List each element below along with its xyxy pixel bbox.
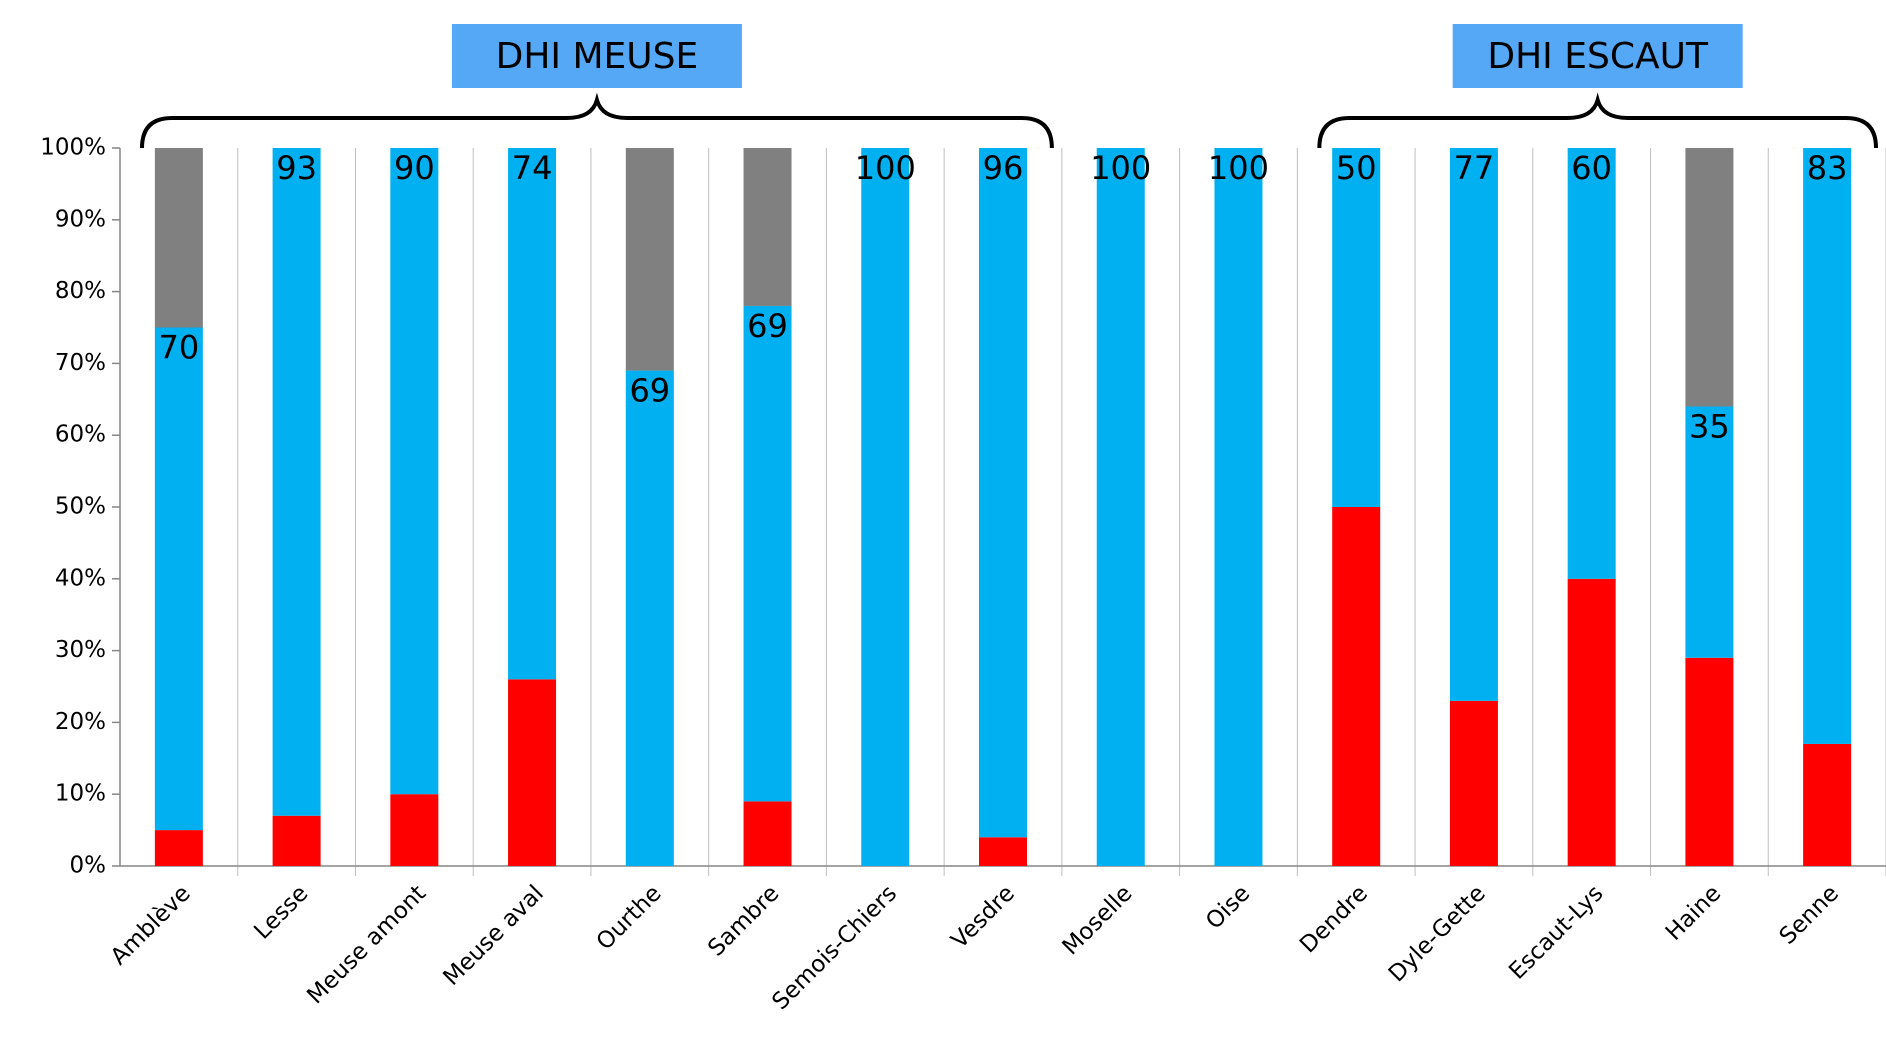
y-tick-label: 20%: [55, 709, 106, 735]
bar-segment: [861, 148, 910, 866]
bar-segment: [272, 815, 321, 866]
bar-segment: [1685, 148, 1734, 407]
bar-segment: [743, 148, 792, 306]
x-tick-label: Lesse: [249, 880, 313, 944]
x-tick-label: Meuse amont: [302, 880, 431, 1009]
y-tick-label: 0%: [70, 853, 107, 879]
x-tick-label: Haine: [1661, 880, 1726, 945]
x-tick-label: Dyle-Gette: [1384, 880, 1491, 987]
x-tick-label: Vesdre: [946, 880, 1019, 953]
bar-segment: [390, 148, 439, 795]
y-tick-label: 90%: [55, 206, 106, 232]
bar-segment: [1096, 148, 1145, 866]
bar-segment: [1449, 700, 1498, 866]
annotation-box: [451, 24, 742, 88]
x-tick-label: Sambre: [703, 880, 784, 961]
data-label: 70: [159, 329, 200, 367]
bar-segment: [979, 148, 1027, 838]
y-tick-label: 80%: [55, 278, 106, 304]
x-tick-label: Meuse aval: [438, 880, 548, 990]
x-tick-label: Escaut-Lys: [1504, 880, 1608, 984]
annotation-brace: [140, 92, 1054, 149]
annotation-label: DHI ESCAUT: [1487, 36, 1709, 77]
data-label: 100: [1090, 149, 1151, 187]
bar-segment: [743, 305, 792, 802]
y-tick-label: 50%: [55, 494, 106, 520]
bar-segment: [1803, 743, 1852, 866]
bar-segment: [154, 148, 203, 328]
x-tick-label: Amblève: [106, 880, 196, 970]
bar-segment: [154, 830, 203, 866]
data-label: 60: [1571, 149, 1612, 187]
data-label: 69: [747, 307, 788, 345]
bar-segment: [1803, 148, 1852, 744]
bar-segment: [1685, 657, 1734, 866]
x-tick-label: Semois-Chiers: [767, 880, 902, 1015]
data-label: 96: [983, 149, 1024, 187]
bar-segment: [1214, 148, 1263, 866]
annotation-brace: [1317, 92, 1878, 149]
y-tick-label: 40%: [55, 565, 106, 591]
x-tick-label: Ourthe: [592, 880, 667, 955]
x-tick-label: Oise: [1201, 880, 1255, 934]
y-tick-label: 100%: [40, 135, 106, 161]
bar-segment: [508, 679, 557, 866]
data-label: 93: [276, 149, 317, 187]
data-label: 100: [1208, 149, 1269, 187]
bar-segment: [272, 148, 321, 816]
bar-segment: [390, 794, 439, 866]
y-tick-label: 30%: [55, 637, 106, 663]
data-label: 90: [394, 149, 435, 187]
bar-segment: [1449, 148, 1498, 701]
data-label: 77: [1454, 149, 1495, 187]
bar-segment: [1567, 148, 1616, 579]
bar-segment: [154, 327, 203, 831]
data-label: 74: [512, 149, 553, 187]
data-label: 69: [629, 372, 670, 410]
x-tick-label: Dendre: [1295, 880, 1373, 958]
data-label: 100: [855, 149, 916, 187]
bar-segment: [1567, 578, 1616, 866]
bar-segment: [979, 837, 1027, 866]
bar-segment: [508, 148, 557, 680]
annotation-box: [1452, 24, 1743, 88]
y-tick-label: 70%: [55, 350, 106, 376]
y-tick-label: 10%: [55, 781, 106, 807]
data-label: 83: [1807, 149, 1848, 187]
x-tick-label: Senne: [1775, 880, 1844, 949]
bar-segment: [625, 370, 674, 866]
data-label: 50: [1336, 149, 1377, 187]
y-tick-label: 60%: [55, 422, 106, 448]
bar-segment: [1332, 148, 1381, 507]
bar-segment: [625, 148, 674, 371]
annotation-label: DHI MEUSE: [496, 36, 699, 77]
data-label: 35: [1689, 407, 1730, 445]
bar-segment: [743, 801, 792, 866]
bar-segment: [1332, 507, 1381, 866]
bar-segment: [1685, 406, 1734, 658]
x-tick-label: Moselle: [1058, 880, 1138, 960]
